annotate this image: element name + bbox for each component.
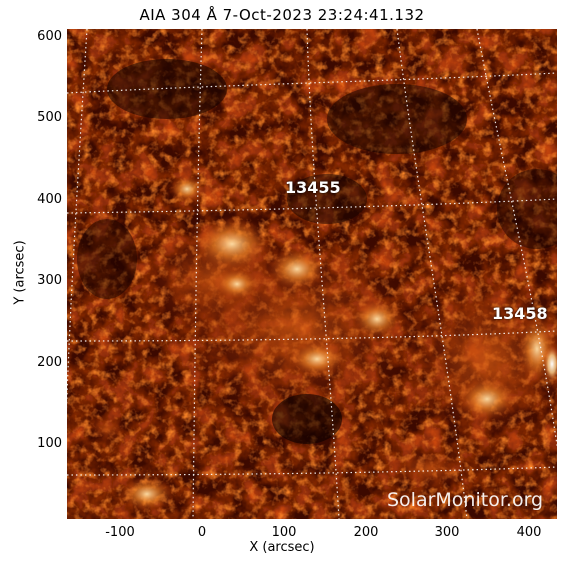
region-label-13458: 13458 — [492, 304, 548, 323]
watermark-text: SolarMonitor.org — [387, 489, 544, 511]
image-title: AIA 304 Å 7-Oct-2023 23:24:41.132 — [139, 6, 425, 24]
x-tick-label: 200 — [353, 525, 379, 540]
heliographic-grid — [67, 29, 557, 519]
x-tick-label: -100 — [105, 525, 135, 540]
x-tick-label: 100 — [271, 525, 297, 540]
y-tick-label: 300 — [37, 273, 62, 288]
solar-image-panel: 13455 13458 SolarMonitor.org — [67, 29, 557, 519]
x-tick-label: 0 — [197, 525, 207, 540]
y-tick-label: 200 — [37, 355, 62, 370]
region-label-13455: 13455 — [285, 178, 341, 197]
x-axis-title: X (arcsec) — [249, 540, 315, 555]
x-tick-label: 300 — [434, 525, 460, 540]
y-tick-label: 600 — [37, 29, 62, 44]
y-tick-label: 400 — [37, 192, 62, 207]
x-tick-label: 400 — [516, 525, 542, 540]
y-tick-label: 100 — [37, 436, 62, 451]
solar-image — [67, 29, 557, 519]
y-tick-label: 500 — [37, 110, 62, 125]
y-axis-title: Y (arcsec) — [12, 240, 28, 305]
